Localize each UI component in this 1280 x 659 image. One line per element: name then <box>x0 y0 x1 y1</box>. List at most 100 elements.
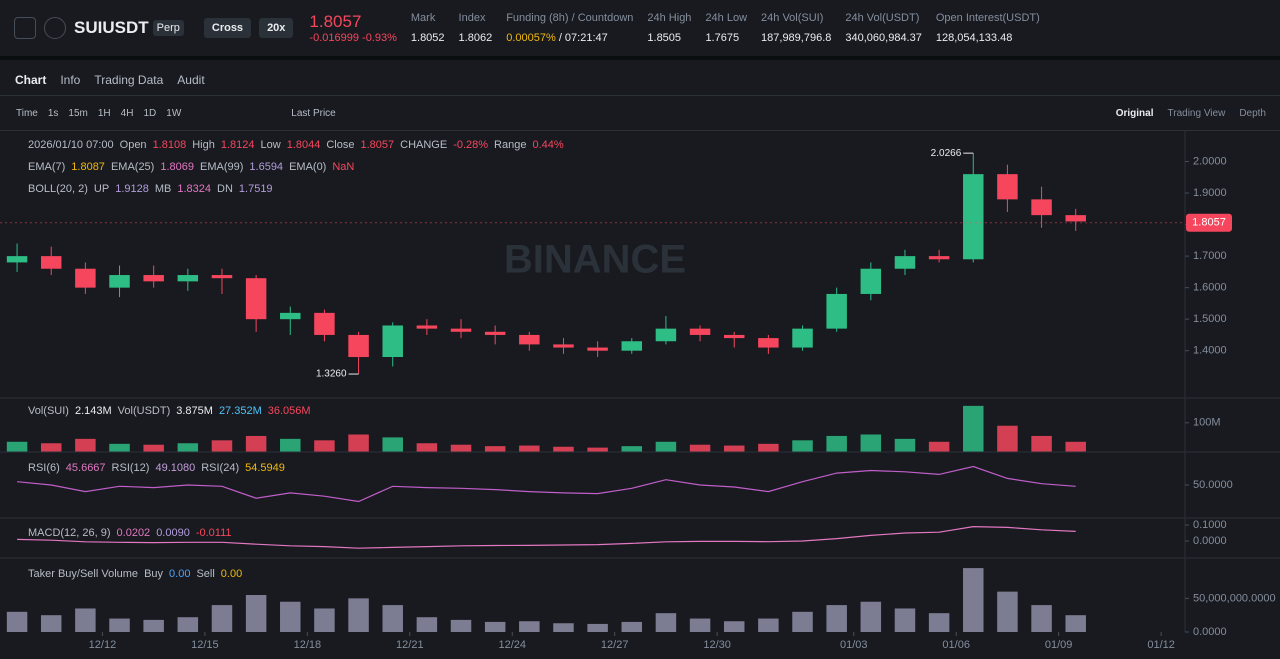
bar <box>689 618 711 632</box>
candle-body <box>689 328 711 335</box>
legend: EMA(7) 1.8087 EMA(25) 1.8069 EMA(99) 1.6594 EM… <box>28 161 354 173</box>
bar <box>894 608 916 632</box>
candle-body <box>621 341 643 351</box>
legend-item: 0.0202 <box>117 527 151 539</box>
legend-item: Taker Buy/Sell Volume <box>28 568 138 580</box>
stat-value: 340,060,984.37 <box>845 32 922 44</box>
legend-item: Buy <box>144 568 163 580</box>
legend-item: RSI(6) <box>28 462 60 474</box>
legend-item: 1.8069 <box>160 161 194 173</box>
bar <box>1065 615 1086 632</box>
bar <box>177 617 199 632</box>
candle-body <box>1065 215 1086 222</box>
interval[interactable]: 4H <box>120 108 134 119</box>
legend-item: EMA(25) <box>111 161 154 173</box>
x-tick-label: 12/27 <box>601 639 629 651</box>
view[interactable]: Trading View <box>1167 108 1226 119</box>
stat-value-box: 340,060,984.37 <box>845 32 921 44</box>
interval[interactable]: 1H <box>97 108 111 119</box>
legend-item: 1.7519 <box>239 183 273 195</box>
y-tick-label: 0.0000 <box>1193 626 1227 638</box>
tab[interactable]: Audit <box>177 72 205 87</box>
high-marker: 2.0266 <box>931 148 962 159</box>
interval[interactable]: 1s <box>47 108 59 119</box>
stats: Mark 1.8052 Index 1.8062 Funding (8h) / Coun… <box>411 12 1054 44</box>
x-tick-label: 12/21 <box>396 639 424 651</box>
legend-item: NaN <box>332 161 354 173</box>
tabs: Chart Info Trading Data Audit <box>0 64 1280 96</box>
legend: Vol(SUI) 2.143M Vol(USDT) 3.875M 27.352M 36.0… <box>28 405 311 417</box>
legend-item: 1.9128 <box>115 183 149 195</box>
bar <box>758 618 779 632</box>
stat-value: 1.7675 <box>705 32 740 44</box>
change: -0.016999 -0.93% <box>309 32 396 44</box>
stat-value-box: 0.00057% / 07:21:47 <box>506 32 633 44</box>
bar <box>484 446 506 452</box>
bar <box>894 438 916 452</box>
bar <box>348 598 369 632</box>
candle-body <box>348 334 369 358</box>
legend-item: EMA(7) <box>28 161 65 173</box>
legend-item: RSI(12) <box>112 462 150 474</box>
bar <box>177 443 199 452</box>
tab[interactable]: Chart <box>15 72 47 87</box>
margin-mode[interactable]: Cross <box>203 18 252 38</box>
stat-value-box: 187,989,796.8 <box>761 32 831 44</box>
legend-item: 0.00 <box>221 568 242 580</box>
legend-item: DN <box>217 183 233 195</box>
candle-body <box>723 334 745 339</box>
y-tick-label: 100M <box>1193 417 1221 429</box>
price-type[interactable]: Last Price <box>291 108 336 119</box>
x-tick-label: 12/18 <box>294 639 322 651</box>
stat-label: Index <box>458 12 486 24</box>
stat: 24h Vol(USDT) 340,060,984.37 <box>845 12 921 44</box>
legend: RSI(6) 45.6667 RSI(12) 49.1080 RSI(24) 54.594… <box>28 462 285 474</box>
candle-body <box>655 328 677 342</box>
leverage[interactable]: 20x <box>259 18 294 38</box>
bar <box>792 611 813 632</box>
view[interactable]: Depth <box>1239 108 1266 119</box>
price-box: 1.8057 -0.016999 -0.93% <box>309 12 396 44</box>
bar <box>1031 605 1052 632</box>
legend-item: EMA(0) <box>289 161 326 173</box>
stat-value: 1.8062 <box>458 32 493 44</box>
legend-item: Low <box>261 139 281 151</box>
bar <box>928 441 950 452</box>
legend: Taker Buy/Sell Volume Buy 0.00 Sell 0.00 <box>28 568 242 580</box>
bar <box>587 623 608 632</box>
bar <box>826 435 847 452</box>
tab[interactable]: Info <box>60 72 81 87</box>
symbol[interactable]: SUIUSDT <box>74 18 149 37</box>
stat: Index 1.8062 <box>459 12 493 44</box>
candle-body <box>109 275 130 288</box>
x-tick-label: 12/24 <box>498 639 526 651</box>
interval[interactable]: 1W <box>166 108 182 119</box>
bar <box>963 568 984 632</box>
bar <box>314 440 335 452</box>
legend: 2026/01/10 07:00 Open 1.8108 High 1.8124 Low 1… <box>28 139 564 151</box>
bar <box>519 621 540 632</box>
y-tick-label: 0.0000 <box>1193 535 1227 547</box>
bar <box>484 621 506 632</box>
interval[interactable]: 15m <box>68 108 88 119</box>
bar <box>245 435 267 452</box>
bar <box>928 613 950 632</box>
favorite-star[interactable] <box>14 17 36 39</box>
candle-body <box>928 256 950 260</box>
interval[interactable]: Time <box>16 108 38 119</box>
legend-item: 0.00 <box>169 568 190 580</box>
intervals: Time 1s 15m 1H 4H 1D 1W <box>16 108 191 119</box>
bar <box>621 446 643 452</box>
legend-item: 1.8108 <box>153 139 187 151</box>
interval[interactable]: 1D <box>143 108 157 119</box>
stat-label: Open Interest(USDT) <box>935 12 1040 24</box>
x-tick-label: 12/15 <box>191 639 219 651</box>
legend-item: CHANGE <box>400 139 447 151</box>
bar <box>1031 435 1052 452</box>
bar <box>109 443 130 452</box>
tab[interactable]: Trading Data <box>94 72 164 87</box>
legend-item: 1.8124 <box>221 139 255 151</box>
view[interactable]: Original <box>1115 108 1154 119</box>
stat-value-box: 1.8062 <box>459 32 493 44</box>
candle-body <box>758 338 779 348</box>
